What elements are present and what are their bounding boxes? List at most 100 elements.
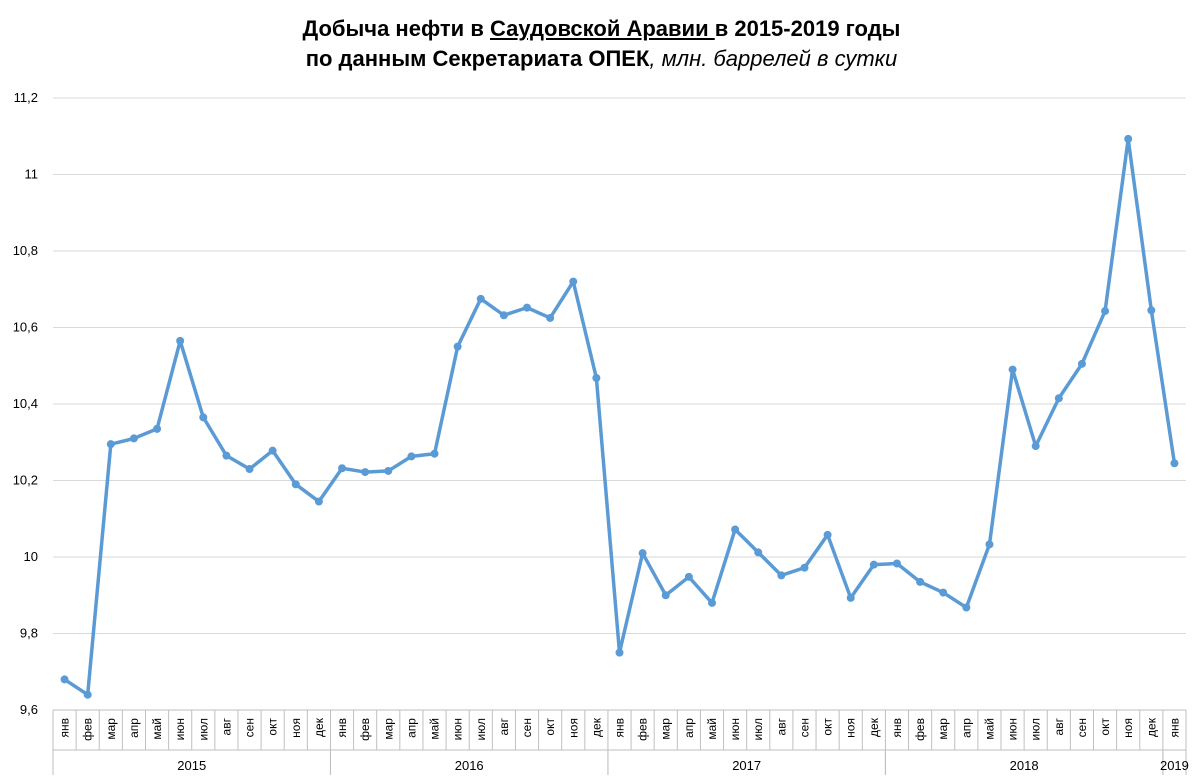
data-point	[153, 424, 162, 433]
x-tick-label-month: мар	[936, 718, 950, 740]
data-point	[1124, 134, 1133, 143]
data-point	[499, 311, 508, 320]
chart-title-line-1: Добыча нефти в Саудовской Аравии в 2015-…	[302, 16, 901, 41]
data-point	[245, 465, 254, 474]
data-point	[1101, 307, 1110, 316]
x-tick-label-month: янв	[890, 718, 904, 738]
y-tick-label: 10,6	[13, 320, 38, 335]
x-tick-label-month: окт	[821, 718, 835, 736]
data-point	[684, 572, 693, 581]
data-point	[60, 675, 69, 684]
x-tick-label-year: 2019	[1160, 758, 1189, 773]
data-point	[476, 294, 485, 303]
x-tick-label-month: окт	[1098, 718, 1112, 736]
x-tick-label-year: 2017	[732, 758, 761, 773]
x-tick-label-month: май	[705, 718, 719, 740]
x-tick-label-month: окт	[543, 718, 557, 736]
y-tick-label: 10,8	[13, 243, 38, 258]
x-tick-label-month: авг	[1052, 717, 1066, 735]
x-tick-label-month: мар	[659, 718, 673, 740]
data-point	[407, 452, 416, 461]
x-tick-label-month: фев	[81, 718, 95, 741]
data-point	[384, 466, 393, 475]
data-point	[1031, 442, 1040, 451]
data-point	[314, 497, 323, 506]
data-point	[869, 560, 878, 569]
x-tick-label-month: янв	[613, 718, 627, 738]
series-production	[60, 134, 1179, 699]
x-tick-label-month: июн	[1006, 718, 1020, 740]
data-point	[777, 571, 786, 580]
x-tick-label-month: янв	[58, 718, 72, 738]
data-point	[731, 525, 740, 534]
data-point	[430, 449, 439, 458]
data-point	[592, 373, 601, 382]
data-point	[338, 464, 347, 473]
x-tick-label-month: фев	[636, 718, 650, 741]
data-point	[83, 690, 92, 699]
x-tick-label-month: авг	[219, 717, 233, 735]
data-point	[962, 603, 971, 612]
x-tick-label-year: 2015	[177, 758, 206, 773]
x-tick-label-month: май	[982, 718, 996, 740]
x-tick-label-month: фев	[913, 718, 927, 741]
x-tick-label-month: авг	[774, 717, 788, 735]
y-tick-label: 11,2	[14, 90, 38, 105]
x-tick-label-month: ноя	[1121, 718, 1135, 738]
data-point	[638, 549, 647, 558]
data-point	[1008, 365, 1017, 374]
x-tick-label-month: сен	[520, 718, 534, 737]
x-tick-label-month: ноя	[566, 718, 580, 738]
x-tick-label-month: янв	[335, 718, 349, 738]
x-tick-label-month: июл	[196, 718, 210, 740]
data-point	[222, 451, 231, 460]
x-tick-label-month: май	[150, 718, 164, 740]
y-tick-label: 9,8	[20, 626, 38, 641]
x-tick-label-month: окт	[266, 718, 280, 736]
x-tick-label-month: июн	[451, 718, 465, 740]
x-tick-label-month: ноя	[844, 718, 858, 738]
x-tick-label-month: июл	[1029, 718, 1043, 740]
x-tick-label-month: сен	[797, 718, 811, 737]
x-tick-label-month: апр	[404, 718, 418, 738]
x-tick-label-month: июн	[173, 718, 187, 740]
data-point	[1147, 306, 1156, 315]
data-point	[268, 446, 277, 455]
data-point	[523, 303, 532, 312]
chart-title-line-2: по данным Секретариата ОПЕК, млн. баррел…	[305, 46, 898, 71]
data-point	[939, 588, 948, 597]
data-point	[823, 530, 832, 539]
x-tick-label-year: 2016	[455, 758, 484, 773]
x-tick-label-month: апр	[682, 718, 696, 738]
data-point	[291, 480, 300, 489]
data-point	[176, 336, 185, 345]
y-tick-label: 10,4	[13, 396, 38, 411]
data-point	[106, 440, 115, 449]
x-tick-label-month: апр	[127, 718, 141, 738]
data-point	[754, 548, 763, 557]
y-tick-label: 9,6	[20, 702, 38, 717]
data-point	[361, 468, 370, 477]
x-tick-label-month: янв	[1167, 718, 1181, 738]
x-tick-label-month: сен	[1075, 718, 1089, 737]
x-tick-label-month: июл	[474, 718, 488, 740]
chart-title: Добыча нефти в Саудовской Аравии в 2015-…	[0, 14, 1203, 74]
data-point	[199, 413, 208, 422]
data-point	[569, 277, 578, 286]
gridlines	[53, 97, 1186, 711]
x-tick-label-month: апр	[959, 718, 973, 738]
x-tick-label-year: 2018	[1010, 758, 1039, 773]
y-tick-label: 10,2	[13, 473, 38, 488]
x-tick-label-month: мар	[381, 718, 395, 740]
x-tick-label-month: сен	[243, 718, 257, 737]
x-tick-label-month: фев	[358, 718, 372, 741]
data-point	[1170, 459, 1179, 468]
data-point	[615, 648, 624, 657]
data-point	[800, 563, 809, 572]
data-point	[1077, 359, 1086, 368]
y-axis-ticks: 9,6 9,8 10 10,2 10,4 10,6 10,8 11 11,2	[13, 90, 38, 717]
data-point	[892, 559, 901, 568]
data-point	[985, 540, 994, 549]
x-axis: янв фев мар апр май июн июл авг сен окт ноя дек янв ф…	[52, 710, 1189, 775]
